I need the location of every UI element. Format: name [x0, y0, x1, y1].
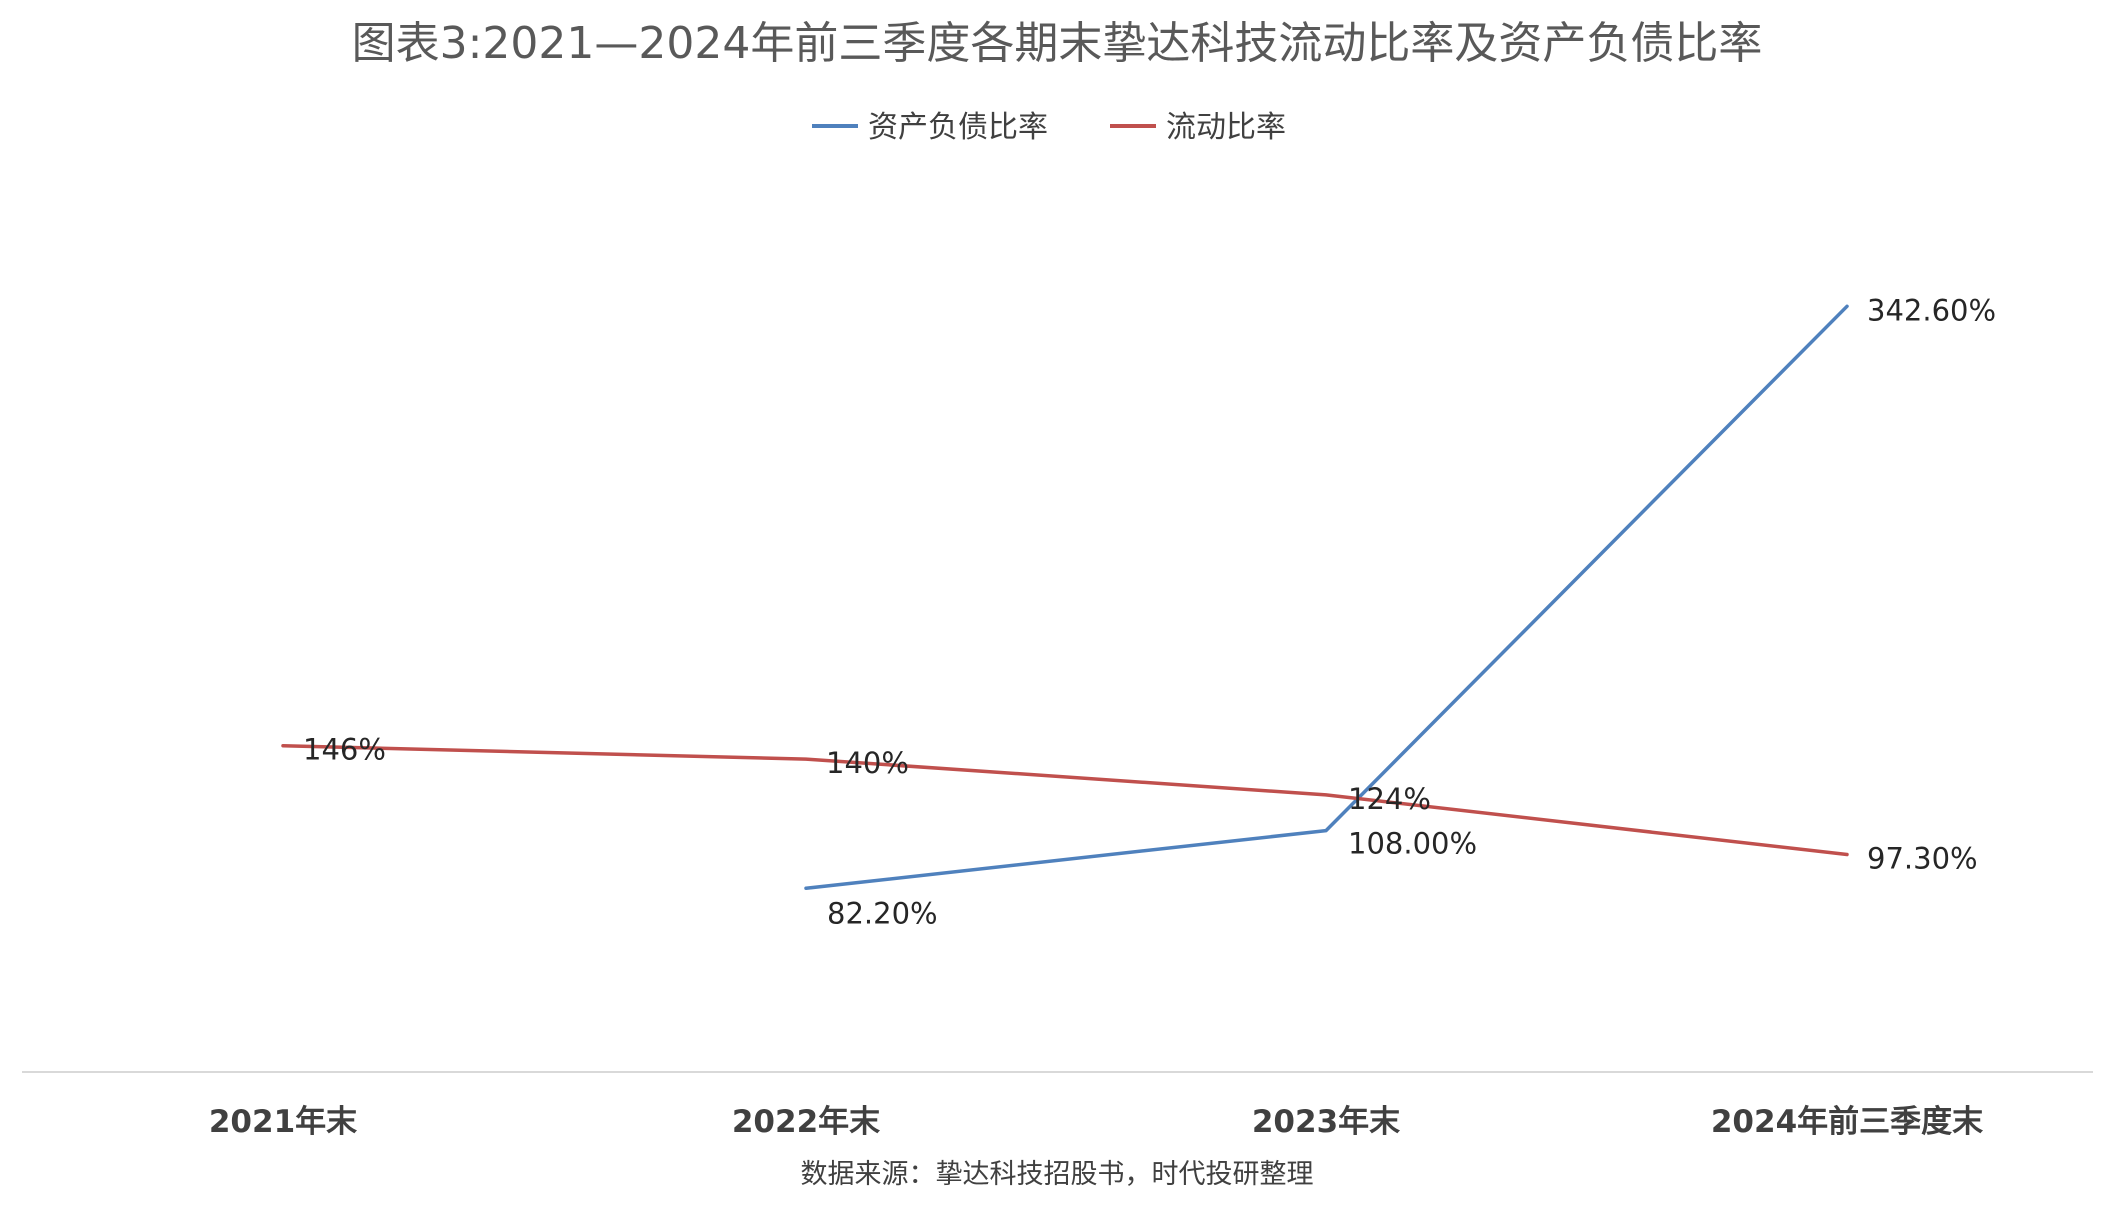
legend-label-2: 流动比率 [1166, 110, 1286, 145]
series-line-2 [281, 743, 1849, 857]
chart-title: 图表3:2021—2024年前三季度各期末挚达科技流动比率及资产负债比率 [352, 18, 1763, 69]
data-label-s2-2: 140% [826, 746, 909, 780]
x-tick-label-3: 2023年末 [1252, 1104, 1400, 1140]
series-lines [281, 304, 1849, 891]
legend-label-1: 资产负债比率 [868, 110, 1048, 145]
x-tick-label-1: 2021年末 [209, 1104, 357, 1140]
data-label-s2-4: 97.30% [1867, 842, 1978, 876]
data-labels: 82.20% 108.00% 342.60% 146% 140% 124% 97.30% [303, 293, 1996, 930]
data-label-s2-1: 146% [303, 733, 386, 767]
data-label-s1-4: 342.60% [1867, 293, 1996, 327]
data-label-s2-3: 124% [1348, 782, 1431, 816]
source-note: 数据来源：挚达科技招股书，时代投研整理 [801, 1159, 1314, 1190]
x-tick-label-2: 2022年末 [732, 1104, 880, 1140]
data-label-s1-2: 82.20% [827, 896, 938, 930]
x-tick-label-4: 2024年前三季度末 [1711, 1104, 1983, 1140]
legend: 资产负债比率 流动比率 [812, 110, 1286, 145]
series-line-1 [804, 304, 1849, 891]
x-tick-labels: 2021年末 2022年末 2023年末 2024年前三季度末 [209, 1104, 1983, 1140]
data-label-s1-3: 108.00% [1348, 827, 1477, 861]
